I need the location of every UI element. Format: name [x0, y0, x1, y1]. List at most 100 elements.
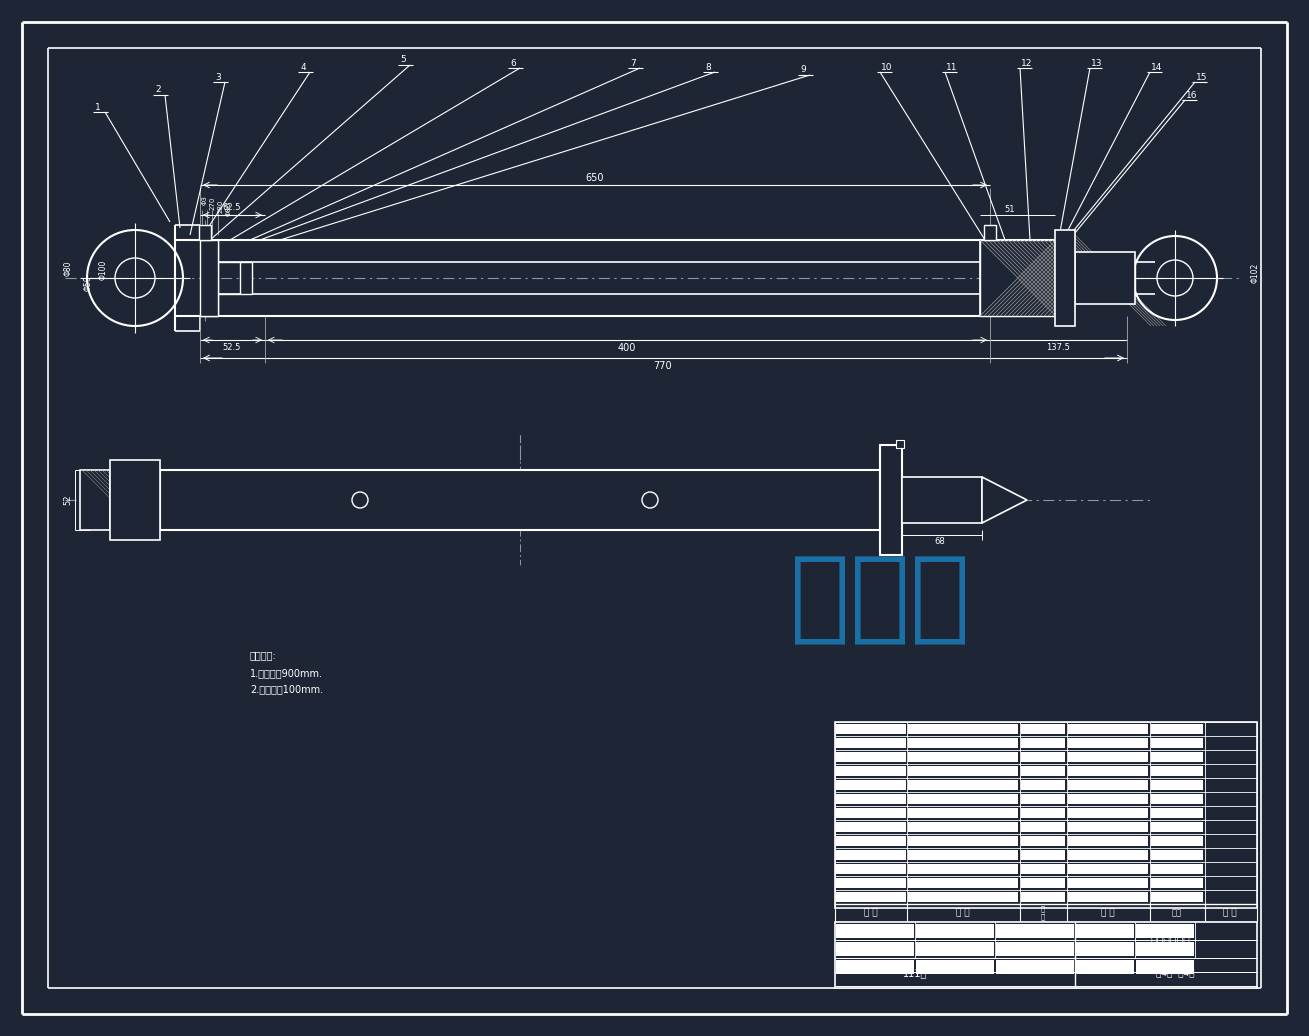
Text: 270: 270: [209, 196, 216, 209]
Text: 7: 7: [630, 58, 636, 67]
Text: 62.5: 62.5: [223, 203, 241, 212]
Bar: [908, 794, 1018, 804]
Bar: [902, 477, 982, 523]
Bar: [1021, 836, 1066, 846]
Bar: [908, 808, 1018, 818]
Text: 52: 52: [64, 495, 72, 506]
Bar: [1068, 822, 1148, 832]
Bar: [80, 470, 110, 530]
Bar: [908, 738, 1018, 748]
Bar: [836, 766, 906, 776]
Bar: [836, 836, 906, 846]
Bar: [1151, 738, 1203, 748]
Bar: [1068, 808, 1148, 818]
Bar: [1136, 942, 1194, 956]
Bar: [1068, 752, 1148, 762]
Text: 数
量: 数 量: [1041, 905, 1045, 920]
Bar: [1151, 794, 1203, 804]
Bar: [908, 892, 1018, 902]
Bar: [1127, 262, 1135, 294]
Bar: [836, 808, 906, 818]
Bar: [1075, 252, 1135, 304]
Bar: [836, 924, 914, 938]
Text: 10: 10: [881, 62, 893, 71]
Text: 400: 400: [618, 343, 636, 353]
Bar: [1021, 892, 1066, 902]
Bar: [1021, 808, 1066, 818]
Bar: [1151, 808, 1203, 818]
Text: Φ100: Φ100: [98, 260, 107, 280]
Bar: [980, 240, 1055, 316]
Bar: [1021, 794, 1066, 804]
Bar: [1055, 230, 1075, 326]
Text: 51: 51: [1005, 205, 1016, 214]
Bar: [908, 752, 1018, 762]
Text: 液压缸装配图: 液压缸装配图: [1151, 937, 1190, 947]
Bar: [1068, 766, 1148, 776]
Bar: [836, 780, 906, 790]
Text: 650: 650: [585, 173, 605, 183]
Bar: [1151, 766, 1203, 776]
Text: 15: 15: [1196, 73, 1208, 82]
Text: 12: 12: [1021, 58, 1033, 67]
Text: Φ80: Φ80: [64, 260, 72, 276]
Bar: [836, 960, 914, 974]
Bar: [996, 924, 1073, 938]
Text: 技术要求:: 技术要求:: [250, 650, 276, 660]
Text: Φ80: Φ80: [226, 202, 232, 217]
Bar: [240, 262, 253, 294]
Bar: [908, 850, 1018, 860]
Bar: [1068, 864, 1148, 874]
Bar: [836, 738, 906, 748]
Bar: [1021, 752, 1066, 762]
Text: 14: 14: [1152, 62, 1162, 71]
Bar: [1151, 780, 1203, 790]
Text: 备 注: 备 注: [1223, 909, 1237, 918]
Bar: [836, 752, 906, 762]
Bar: [1021, 724, 1066, 733]
Text: 16: 16: [1186, 90, 1198, 99]
Bar: [1151, 752, 1203, 762]
Text: 材 料: 材 料: [1101, 909, 1115, 918]
Bar: [1068, 877, 1148, 888]
Bar: [110, 460, 160, 540]
Bar: [1068, 780, 1148, 790]
Text: 2: 2: [156, 86, 161, 94]
Bar: [1076, 924, 1134, 938]
Text: 阶段标记: 阶段标记: [925, 961, 945, 971]
Text: 770: 770: [653, 361, 673, 371]
Text: 11: 11: [946, 62, 958, 71]
Bar: [908, 864, 1018, 874]
Bar: [836, 877, 906, 888]
Text: 岭双网: 岭双网: [791, 551, 970, 649]
Text: 9: 9: [800, 65, 806, 75]
Text: 共4张  第4张: 共4张 第4张: [1156, 969, 1194, 978]
Text: 137.5: 137.5: [1046, 344, 1069, 352]
Bar: [916, 942, 994, 956]
Bar: [908, 877, 1018, 888]
Bar: [1021, 780, 1066, 790]
Bar: [836, 892, 906, 902]
Bar: [1151, 864, 1203, 874]
Bar: [836, 850, 906, 860]
Text: 重量: 重量: [1172, 909, 1182, 918]
Bar: [895, 440, 905, 448]
Text: 111十: 111十: [903, 968, 927, 978]
Bar: [1068, 850, 1148, 860]
Text: 1.油缸行程900mm.: 1.油缸行程900mm.: [250, 668, 323, 678]
Bar: [1151, 724, 1203, 733]
Bar: [836, 942, 914, 956]
Bar: [908, 724, 1018, 733]
Bar: [1068, 738, 1148, 748]
Bar: [1021, 850, 1066, 860]
Bar: [1151, 822, 1203, 832]
Text: Φ3: Φ3: [202, 195, 208, 205]
Text: 5: 5: [401, 56, 406, 64]
Bar: [1136, 960, 1194, 974]
Text: 8: 8: [706, 62, 711, 71]
Bar: [908, 822, 1018, 832]
Bar: [1151, 877, 1203, 888]
Bar: [916, 960, 994, 974]
Bar: [1021, 877, 1066, 888]
Bar: [1021, 766, 1066, 776]
